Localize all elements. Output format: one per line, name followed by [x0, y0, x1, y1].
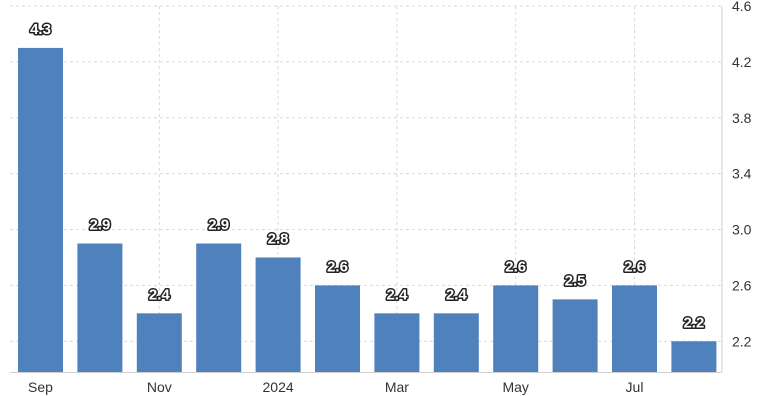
bar: [671, 341, 717, 372]
data-label: 2.4: [149, 286, 171, 303]
data-label: 4.3: [30, 21, 51, 38]
x-tick-label: 2024: [263, 379, 294, 395]
data-label: 2.2: [683, 314, 704, 331]
y-tick-label: 4.2: [732, 54, 752, 70]
x-tick-label: Nov: [147, 379, 172, 395]
x-axis: Sep Nov 2024 Mar May Jul: [10, 372, 722, 395]
bar: [552, 299, 598, 372]
x-tick-label: Jul: [626, 379, 644, 395]
bar: [77, 243, 123, 372]
data-label: 2.4: [446, 286, 468, 303]
data-labels: 4.3 2.9 2.4 2.9 2.8 2.6 2.4 2.4 2.6 2.5 2.6 2.2: [29, 19, 706, 332]
bar: [374, 313, 420, 372]
bar: [493, 285, 539, 372]
y-tick-label: 3.4: [732, 166, 752, 182]
data-label: 2.6: [505, 258, 526, 275]
y-tick-label: 3.8: [732, 110, 752, 126]
x-tick-label: Mar: [385, 379, 409, 395]
y-axis: 2.2 2.6 3.0 3.4 3.8 4.2 4.6: [721, 0, 752, 372]
x-tick-label: May: [502, 379, 528, 395]
data-label: 2.9: [208, 216, 229, 233]
grid-lines: [10, 5, 722, 372]
bar: [433, 313, 479, 372]
y-tick-label: 4.6: [732, 0, 752, 14]
y-tick-label: 3.0: [732, 222, 752, 238]
bar: [18, 47, 63, 373]
data-label: 2.5: [565, 272, 586, 289]
x-tick-label: Sep: [28, 379, 53, 395]
y-tick-label: 2.6: [732, 277, 752, 293]
bar: [315, 285, 360, 372]
bar: [136, 313, 182, 372]
y-tick-label: 2.2: [732, 333, 752, 349]
data-label: 2.8: [268, 230, 289, 247]
bar: [196, 243, 242, 372]
data-label: 2.6: [624, 258, 645, 275]
data-label: 2.6: [327, 258, 348, 275]
data-label: 2.4: [386, 286, 408, 303]
bar: [255, 257, 301, 372]
bar: [612, 285, 657, 372]
data-label: 2.9: [89, 216, 110, 233]
bars: [18, 47, 717, 373]
